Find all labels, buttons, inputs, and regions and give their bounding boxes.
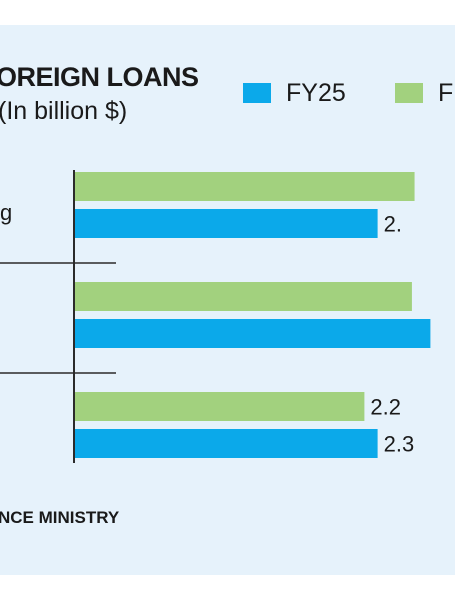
bar-0-1 bbox=[74, 209, 378, 238]
legend-swatch-f bbox=[395, 83, 423, 103]
bar-2-0 bbox=[74, 392, 365, 421]
data-label-0-1: 2. bbox=[384, 212, 402, 237]
chart-panel: 2. 2.2 2.3 OREIGN LOANS (In billion $) FY2… bbox=[0, 25, 455, 575]
chart-plot: 2. 2.2 2.3 bbox=[0, 170, 431, 463]
chart-title: OREIGN LOANS bbox=[0, 62, 199, 92]
source-note: NCE MINISTRY bbox=[0, 508, 120, 527]
bar-0-0 bbox=[74, 172, 415, 201]
bar-2-1 bbox=[74, 429, 378, 458]
legend-label-f: F bbox=[438, 79, 454, 107]
category-label-0: g bbox=[0, 200, 13, 225]
chart-subtitle: (In billion $) bbox=[0, 97, 128, 125]
legend-label-fy25: FY25 bbox=[286, 79, 346, 107]
bar-1-1 bbox=[74, 319, 431, 348]
data-label-2-1: 2.3 bbox=[384, 432, 415, 457]
bar-1-0 bbox=[74, 282, 412, 311]
legend-swatch-fy25 bbox=[243, 83, 271, 103]
data-label-2-0: 2.2 bbox=[370, 395, 401, 420]
